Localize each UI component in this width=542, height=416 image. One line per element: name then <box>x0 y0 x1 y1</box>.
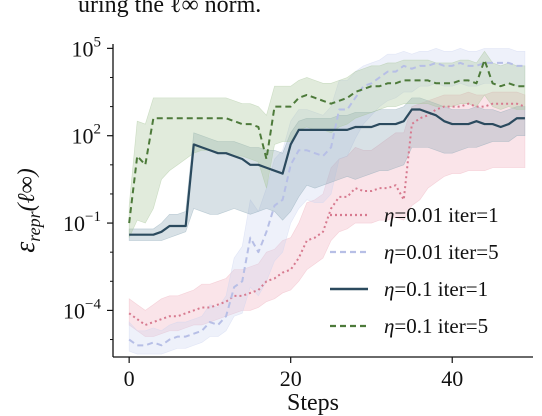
axes <box>112 44 533 358</box>
legend: η=0.01 iter=1η=0.01 iter=5η=0.1 iter=1η=… <box>330 203 499 338</box>
x-axis-label: Steps <box>287 390 339 416</box>
context-text-snippet: uring the ℓ∞ norm. <box>78 0 261 18</box>
legend-rest: =0.1 iter=1 <box>394 277 488 301</box>
legend-label-1: η=0.01 iter=1 <box>384 203 499 227</box>
legend-rest: =0.1 iter=5 <box>394 314 488 338</box>
x-tick-label-0: 0 <box>124 366 135 391</box>
legend-label-2: η=0.01 iter=5 <box>384 240 499 264</box>
legend-rest: =0.01 iter=1 <box>394 203 498 227</box>
x-tick-label-20: 20 <box>280 366 302 391</box>
y-axis-label: εrepr(ℓ∞) <box>10 168 44 252</box>
y-tick-label-base: 10 <box>63 298 85 323</box>
y-tick-label-exp: 5 <box>94 34 102 50</box>
band-series-3 <box>128 97 526 241</box>
y-tick-label-base: 10 <box>72 36 94 61</box>
line-series-2 <box>128 61 525 347</box>
y-tick-label-base: 10 <box>63 211 85 236</box>
line-series-4 <box>128 59 525 224</box>
y-tick-label-0: 105 <box>72 34 102 61</box>
y-tick-label-2: 10−1 <box>63 209 101 236</box>
y-tick-label-3: 10−4 <box>63 296 101 323</box>
line-series-3 <box>129 108 525 236</box>
line-series-1 <box>128 102 526 326</box>
legend-eta: η <box>384 203 394 227</box>
band-series-1 <box>128 91 526 337</box>
x-tick-label-40: 40 <box>441 366 463 391</box>
y-tick-label-exp: 2 <box>94 122 102 138</box>
band-series-4 <box>128 50 526 238</box>
y-axis-label-sub: repr <box>24 210 44 241</box>
legend-label-4: η=0.1 iter=5 <box>384 314 488 338</box>
legend-eta: η <box>384 277 394 301</box>
legend-label-3: η=0.1 iter=1 <box>384 277 488 301</box>
y-tick-label-exp: −1 <box>85 209 101 225</box>
y-tick-label-base: 10 <box>72 124 94 149</box>
y-axis-label-paren: (ℓ∞) <box>14 168 40 211</box>
series-lines <box>128 59 526 347</box>
legend-eta: η <box>384 314 394 338</box>
uncertainty-bands <box>128 48 526 355</box>
y-axis-label-main: ε <box>10 242 41 253</box>
legend-rest: =0.01 iter=5 <box>394 240 498 264</box>
y-tick-label-exp: −4 <box>85 296 101 312</box>
legend-eta: η <box>384 240 394 264</box>
y-tick-label-1: 102 <box>72 122 102 149</box>
